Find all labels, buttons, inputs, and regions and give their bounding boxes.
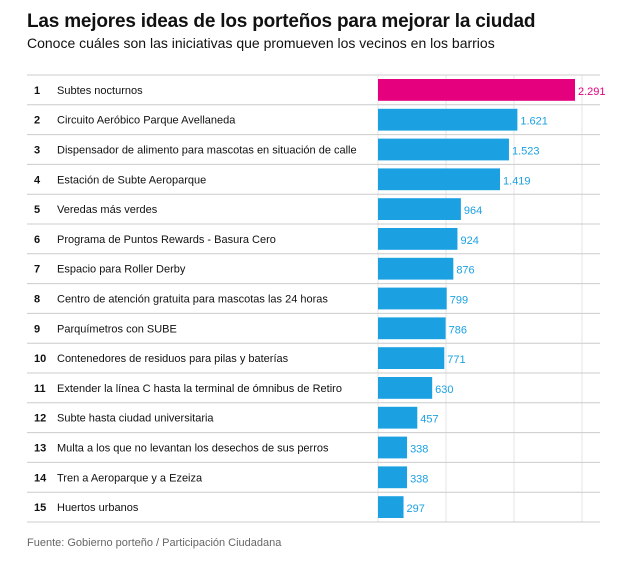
- bar: [378, 287, 447, 310]
- category-label: Veredas más verdes: [57, 204, 158, 216]
- bar: [378, 466, 408, 489]
- bar: [378, 198, 461, 220]
- bar: [378, 347, 445, 369]
- value-label: 457: [420, 414, 438, 426]
- category-label: Tren a Aeroparque y a Ezeiza: [57, 472, 203, 484]
- category-label: Huertos urbanos: [57, 502, 139, 514]
- value-label: 1.419: [503, 175, 531, 187]
- category-label: Subte hasta ciudad universitaria: [57, 413, 214, 425]
- bar: [378, 79, 575, 101]
- bar: [378, 377, 433, 399]
- category-label: Parquímetros con SUBE: [57, 323, 177, 335]
- rank-label: 9: [34, 323, 40, 335]
- rank-label: 5: [34, 204, 40, 216]
- bar: [378, 168, 501, 191]
- bar: [378, 228, 458, 250]
- rank-label: 8: [34, 294, 40, 306]
- rank-label: 7: [34, 264, 40, 276]
- category-label: Contenedores de residuos para pilas y ba…: [57, 353, 289, 365]
- value-label: 964: [464, 205, 482, 217]
- rank-label: 10: [34, 353, 46, 365]
- value-label: 630: [435, 384, 453, 396]
- category-label: Estación de Subte Aeroparque: [57, 174, 206, 186]
- chart-title: Las mejores ideas de los porteños para m…: [27, 11, 536, 32]
- rank-label: 14: [34, 472, 47, 484]
- value-label: 924: [460, 235, 478, 247]
- category-label: Multa a los que no levantan los desechos…: [57, 443, 329, 455]
- value-label: 338: [410, 444, 428, 456]
- value-label: 786: [449, 324, 467, 336]
- rank-label: 4: [34, 174, 41, 186]
- rank-label: 3: [34, 145, 40, 157]
- value-label: 876: [456, 265, 474, 277]
- value-label: 297: [407, 503, 425, 515]
- rank-label: 11: [34, 383, 46, 395]
- bar: [378, 317, 446, 340]
- bar: [378, 108, 518, 131]
- bar: [378, 257, 454, 280]
- category-label: Centro de atención gratuita para mascota…: [57, 294, 328, 306]
- category-label: Programa de Puntos Rewards - Basura Cero: [57, 234, 276, 246]
- rank-label: 13: [34, 443, 46, 455]
- bar-chart: 1 Subtes nocturnos 2.291 2 Circuito Aeróbico…: [27, 74, 606, 523]
- rank-label: 15: [34, 502, 46, 514]
- category-label: Dispensador de alimento para mascotas en…: [57, 145, 357, 157]
- bar: [378, 436, 408, 459]
- value-label: 338: [410, 473, 428, 485]
- bar: [378, 406, 418, 429]
- value-label: 1.621: [520, 116, 548, 128]
- value-label: 771: [447, 354, 465, 366]
- rank-label: 6: [34, 234, 40, 246]
- value-label: 2.291: [578, 86, 606, 98]
- value-label: 1.523: [512, 146, 540, 158]
- category-label: Extender la línea C hasta la terminal de…: [57, 383, 342, 395]
- source-note: Fuente: Gobierno porteño / Participación…: [27, 537, 282, 549]
- rank-label: 2: [34, 115, 40, 127]
- bar: [378, 496, 404, 518]
- chart-subtitle: Conoce cuáles son las iniciativas que pr…: [27, 35, 495, 51]
- bar: [378, 138, 509, 161]
- rank-label: 12: [34, 413, 46, 425]
- rank-label: 1: [34, 85, 40, 97]
- category-label: Espacio para Roller Derby: [57, 264, 186, 276]
- value-label: 799: [450, 295, 468, 307]
- category-label: Circuito Aeróbico Parque Avellaneda: [57, 115, 236, 127]
- category-label: Subtes nocturnos: [57, 85, 143, 97]
